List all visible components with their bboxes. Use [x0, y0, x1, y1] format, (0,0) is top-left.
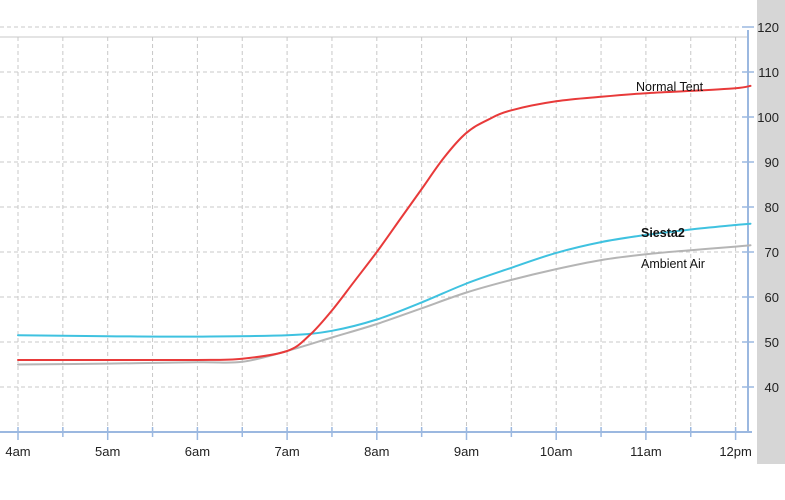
y-tick-label: 120: [757, 20, 779, 35]
x-tick-label: 10am: [540, 444, 573, 459]
x-tick-label: 11am: [630, 444, 662, 459]
series-label-ambient-air: Ambient Air: [641, 257, 705, 271]
x-tick-label: 8am: [364, 444, 389, 459]
series-label-siesta2: Siesta2: [641, 226, 685, 240]
y-tick-label: 80: [765, 200, 779, 215]
x-tick-label: 12pm: [719, 444, 752, 459]
y-tick-label: 100: [757, 110, 779, 125]
series-line-ambient-air: [17, 244, 752, 366]
axes: [0, 30, 752, 433]
x-tick-label: 5am: [95, 444, 120, 459]
y-tick-label: 70: [765, 245, 779, 260]
series-labels: Normal Tent Siesta2 Ambient Air: [636, 80, 705, 271]
series-lines: [17, 84, 752, 366]
y-tick-label: 60: [765, 290, 779, 305]
x-tick-label: 7am: [274, 444, 299, 459]
bottom-panel: [0, 464, 785, 500]
x-tick-label: 6am: [185, 444, 210, 459]
series-label-normal-tent: Normal Tent: [636, 80, 704, 94]
series-line-normal-tent: [17, 84, 752, 362]
y-tick-label: 90: [765, 155, 779, 170]
y-tick-label: 50: [765, 335, 779, 350]
y-tick-label: 40: [765, 380, 779, 395]
x-axis-ticks: 4am 5am 6am 7am 8am 9am 10am 11am 12pm: [5, 427, 752, 459]
x-tick-label: 9am: [454, 444, 479, 459]
x-tick-label: 4am: [5, 444, 30, 459]
y-tick-label: 110: [758, 65, 779, 80]
series-line-siesta2: [17, 222, 752, 338]
right-panel: [757, 0, 785, 464]
y-axis-ticks: 40 50 60 70 80 90 100 110 120: [742, 20, 779, 395]
